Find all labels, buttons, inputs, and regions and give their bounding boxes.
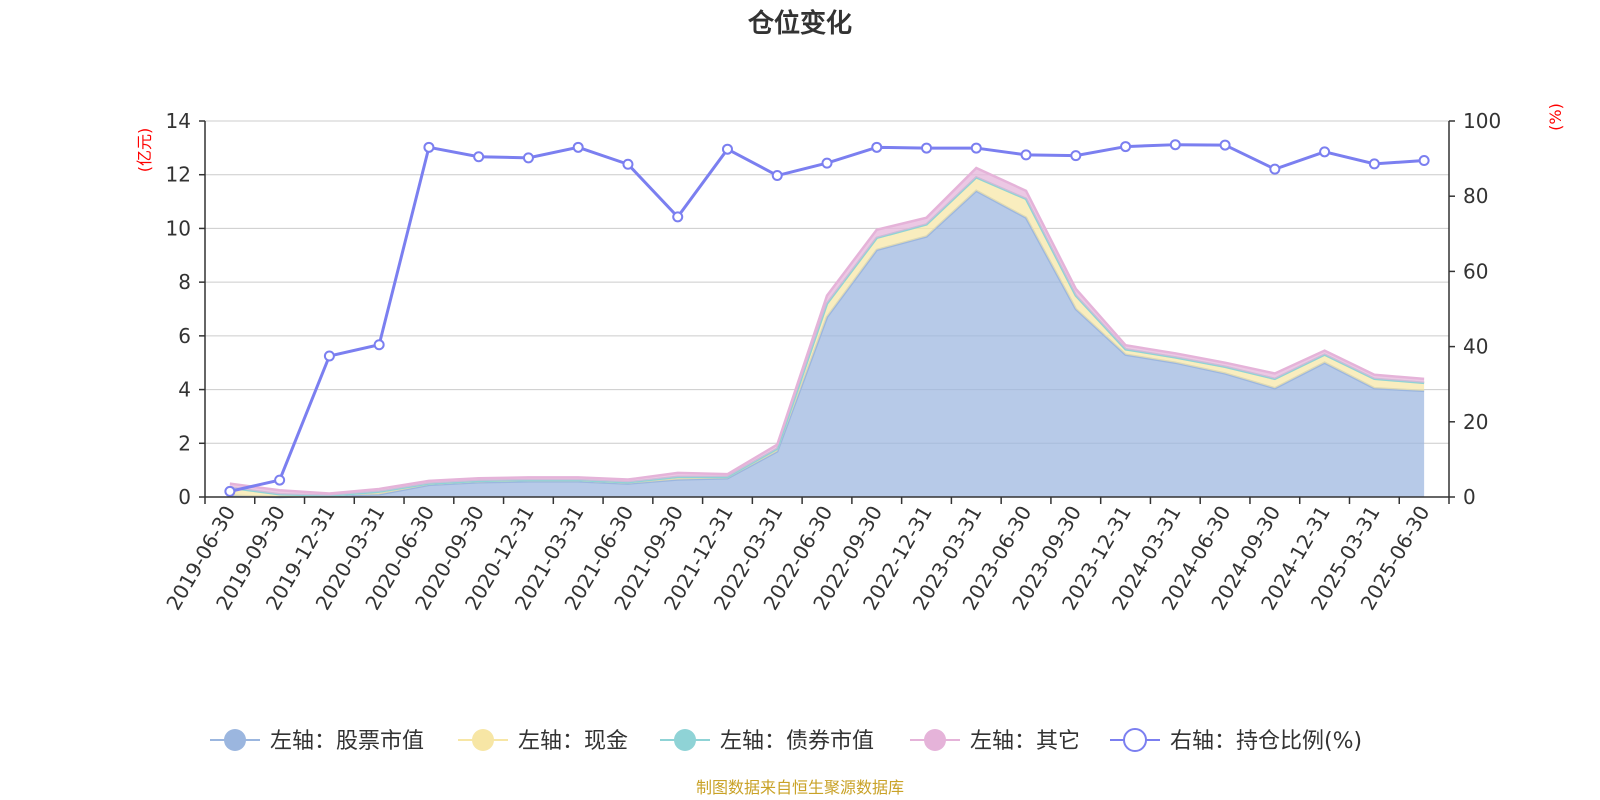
- data-point: [622, 158, 634, 170]
- left-tick-label: 8: [178, 270, 191, 294]
- data-point: [1319, 146, 1331, 158]
- right-tick-label: 60: [1463, 259, 1488, 283]
- data-point: [1020, 149, 1032, 161]
- data-point: [1418, 154, 1430, 166]
- legend-marker: [1123, 728, 1147, 752]
- data-point: [1219, 139, 1231, 151]
- right-tick-label: 40: [1463, 335, 1488, 359]
- left-tick-label: 2: [178, 431, 191, 455]
- data-point: [522, 152, 534, 164]
- legend-marker: [924, 729, 946, 751]
- data-point: [721, 143, 733, 155]
- data-point: [871, 141, 883, 153]
- data-point: [373, 339, 385, 351]
- data-point: [1368, 158, 1380, 170]
- left-axis-unit: (亿元): [135, 128, 154, 173]
- data-point: [1070, 150, 1082, 162]
- data-point: [1269, 163, 1281, 175]
- area-左轴：股票市值: [229, 190, 1425, 498]
- data-point: [771, 170, 783, 182]
- right-tick-label: 80: [1463, 184, 1488, 208]
- legend-marker: [224, 729, 246, 751]
- legend-marker: [674, 729, 696, 751]
- data-point: [224, 485, 236, 497]
- left-tick-label: 4: [178, 378, 191, 402]
- area-edge-左轴：其它: [229, 166, 1425, 495]
- data-point: [1120, 141, 1132, 153]
- left-tick-label: 14: [166, 109, 191, 133]
- data-point: [323, 350, 335, 362]
- chart-title: 仓位变化: [747, 8, 852, 39]
- data-point: [970, 142, 982, 154]
- data-point: [473, 151, 485, 163]
- data-point: [274, 474, 286, 486]
- data-point: [821, 157, 833, 169]
- legend-label: 左轴：股票市值: [270, 729, 424, 754]
- left-tick-label: 0: [178, 485, 191, 509]
- left-tick-label: 12: [166, 163, 191, 187]
- right-tick-label: 0: [1463, 485, 1476, 509]
- data-point: [672, 211, 684, 223]
- legend-label: 左轴：其它: [970, 729, 1080, 754]
- legend-label: 右轴：持仓比例(%): [1170, 729, 1362, 754]
- data-point: [921, 142, 933, 154]
- legend: 左轴：股票市值 左轴：现金 左轴：债券市值 左轴：其它 右轴：持仓比例(%): [210, 728, 1362, 754]
- legend-label: 左轴：债券市值: [720, 729, 874, 754]
- legend-label: 左轴：现金: [518, 729, 628, 754]
- data-point: [423, 141, 435, 153]
- right-axis-unit: (%): [1546, 103, 1565, 131]
- left-tick-label: 6: [178, 324, 191, 348]
- right-tick-label: 100: [1463, 109, 1501, 133]
- data-point: [572, 141, 584, 153]
- legend-marker: [472, 729, 494, 751]
- data-point: [1169, 139, 1181, 151]
- data-source-note: 制图数据来自恒生聚源数据库: [696, 778, 904, 797]
- left-tick-label: 10: [166, 216, 191, 240]
- right-tick-label: 20: [1463, 410, 1488, 434]
